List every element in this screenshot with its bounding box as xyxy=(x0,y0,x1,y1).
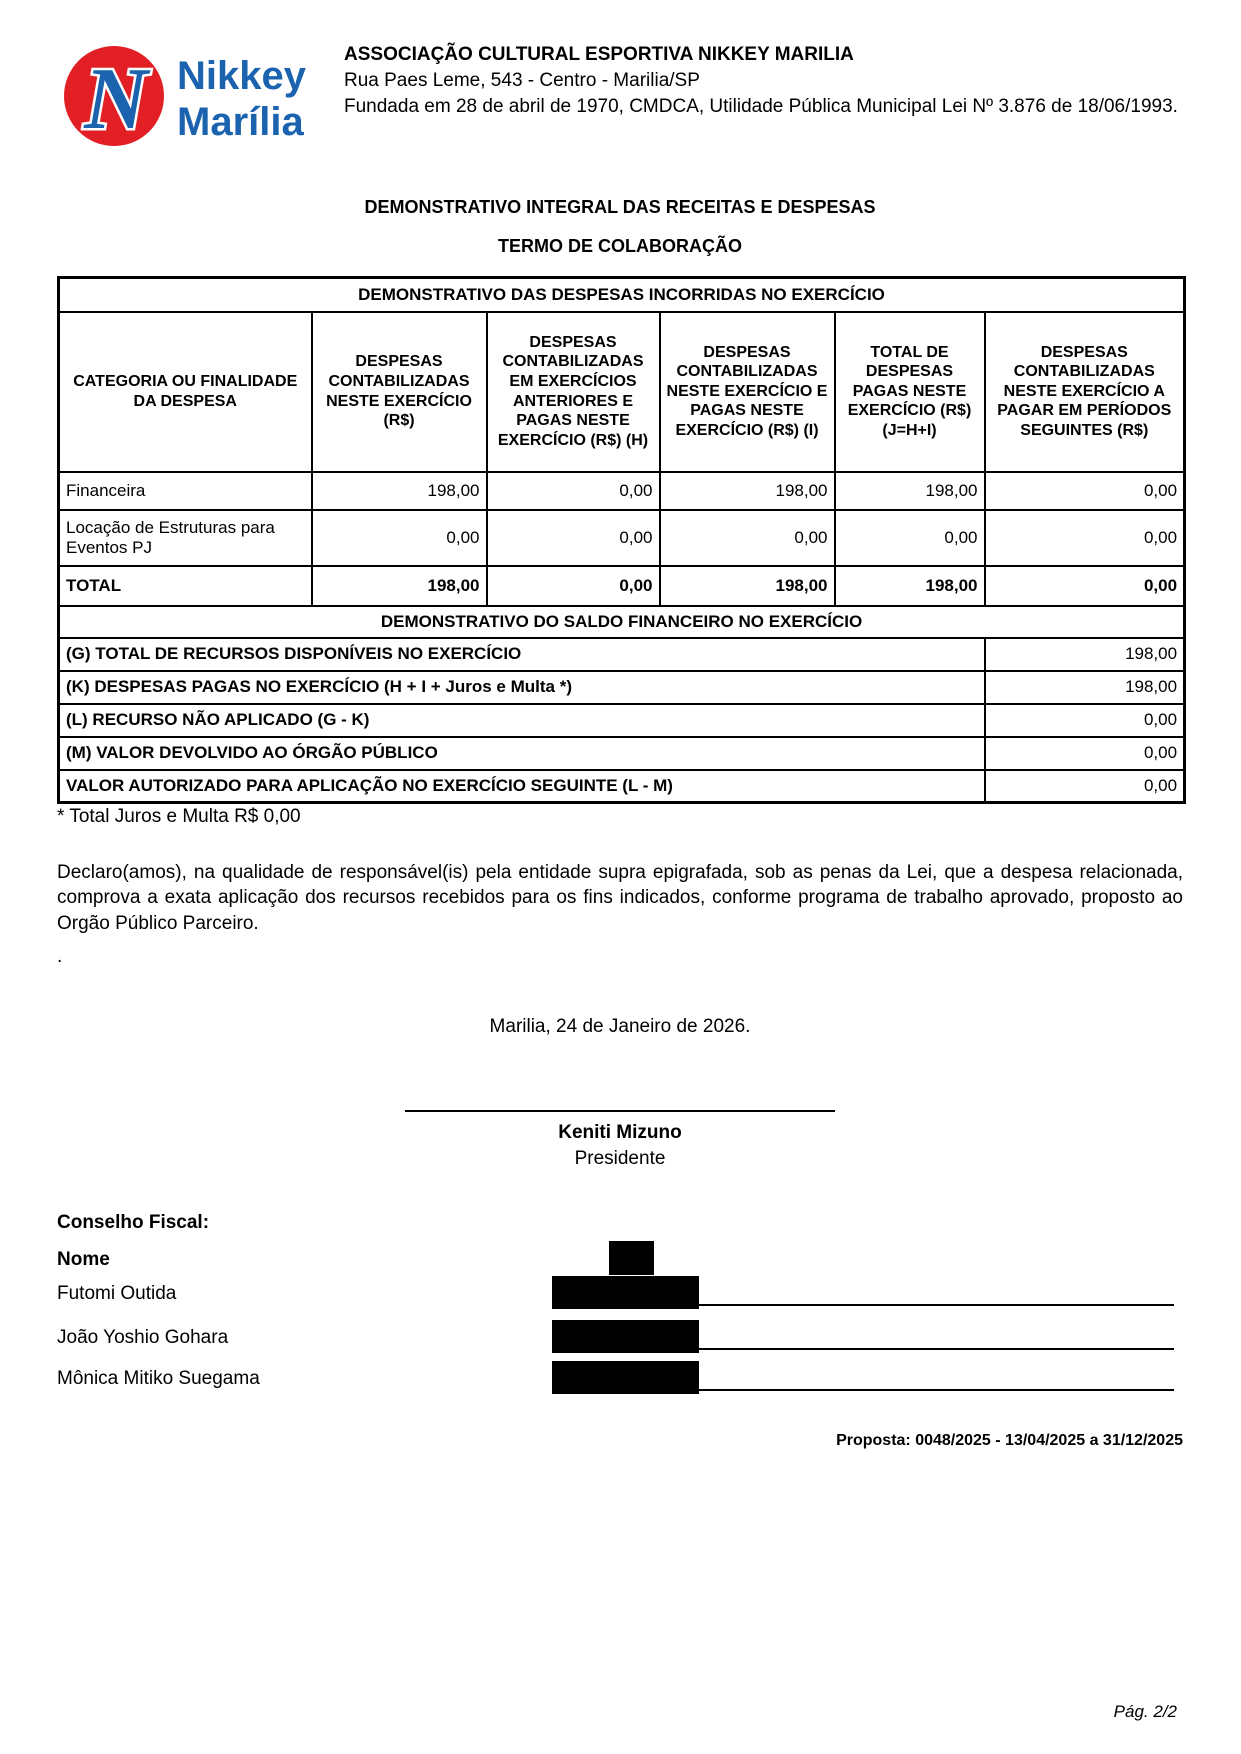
council-member-name: Mônica Mitiko Suegama xyxy=(57,1368,260,1389)
paragraph-dot: . xyxy=(57,946,63,967)
juros-multa-footnote: * Total Juros e Multa R$ 0,00 xyxy=(57,806,301,827)
cell-value: 198,00 xyxy=(658,564,836,607)
col-header-neste-pagas: DESPESAS CONTABILIZADAS NESTE EXERCÍCIO … xyxy=(658,310,836,473)
balance-label: VALOR AUTORIZADO PARA APLICAÇÃO NO EXERC… xyxy=(57,768,986,804)
balance-row: (K) DESPESAS PAGAS NO EXERCÍCIO (H + I +… xyxy=(57,669,1186,705)
cell-value: 0,00 xyxy=(485,470,661,511)
balance-row: (L) RECURSO NÃO APLICADO (G - K) 0,00 xyxy=(57,702,1186,738)
logo-n-icon: N xyxy=(64,46,164,151)
document-subtitle: TERMO DE COLABORAÇÃO xyxy=(498,236,742,256)
org-address: Rua Paes Leme, 543 - Centro - Marilia/SP xyxy=(344,70,700,91)
member-signature-line xyxy=(687,1363,1174,1391)
president-signature-line xyxy=(405,1088,835,1112)
org-info: ASSOCIAÇÃO CULTURAL ESPORTIVA NIKKEY MAR… xyxy=(344,42,1184,120)
cell-value: 0,00 xyxy=(658,508,836,567)
cell-value: 0,00 xyxy=(983,564,1186,607)
letterhead: N Nikkey Marília ASSOCIAÇÃO CULTURAL ESP… xyxy=(57,36,1183,156)
balance-value: 198,00 xyxy=(983,636,1186,672)
balance-value: 0,00 xyxy=(983,768,1186,804)
president-name: Keniti Mizuno xyxy=(558,1122,682,1143)
council-member-name: Futomi Outida xyxy=(57,1283,177,1304)
total-label: TOTAL xyxy=(57,564,313,607)
cell-value: 0,00 xyxy=(310,508,488,567)
expenses-table: DEMONSTRATIVO DAS DESPESAS INCORRIDAS NO… xyxy=(57,276,1187,804)
page-number: Pág. 2/2 xyxy=(1113,1702,1177,1721)
cell-value: 198,00 xyxy=(310,564,488,607)
date-line: Marilia, 24 de Janeiro de 2026. xyxy=(489,1016,751,1037)
col-header-total-pagas: TOTAL DE DESPESAS PAGAS NESTE EXERCÍCIO … xyxy=(833,310,986,473)
balance-label: (M) VALOR DEVOLVIDO AO ÓRGÃO PÚBLICO xyxy=(57,735,986,771)
nikkey-marilia-logo: N Nikkey Marília xyxy=(59,38,339,153)
cell-value: 0,00 xyxy=(485,508,661,567)
cell-value: 0,00 xyxy=(833,508,986,567)
column-header-row: CATEGORIA OU FINALIDADE DA DESPESA DESPE… xyxy=(57,310,1186,473)
col-header-anteriores-pagas: DESPESAS CONTABILIZADAS EM EXERCÍCIOS AN… xyxy=(485,310,661,473)
fiscal-council-section: Conselho Fiscal: Nome Futomi Outida João… xyxy=(57,1212,1183,1412)
org-name: ASSOCIAÇÃO CULTURAL ESPORTIVA NIKKEY MAR… xyxy=(344,44,854,65)
president-role: Presidente xyxy=(574,1148,666,1169)
svg-text:N: N xyxy=(83,51,151,148)
proposal-reference: Proposta: 0048/2025 - 13/04/2025 a 31/12… xyxy=(836,1432,1183,1449)
balance-row: (M) VALOR DEVOLVIDO AO ÓRGÃO PÚBLICO 0,0… xyxy=(57,735,1186,771)
total-row: TOTAL 198,00 0,00 198,00 198,00 0,00 xyxy=(57,564,1186,607)
col-header-categoria: CATEGORIA OU FINALIDADE DA DESPESA xyxy=(57,310,313,473)
balance-row: VALOR AUTORIZADO PARA APLICAÇÃO NO EXERC… xyxy=(57,768,1186,804)
cell-value: 198,00 xyxy=(833,470,986,511)
balance-label: (G) TOTAL DE RECURSOS DISPONÍVEIS NO EXE… xyxy=(57,636,986,672)
balance-label: (K) DESPESAS PAGAS NO EXERCÍCIO (H + I +… xyxy=(57,669,986,705)
cell-value: 198,00 xyxy=(658,470,836,511)
table-row: Financeira 198,00 0,00 198,00 198,00 0,0… xyxy=(57,470,1186,511)
council-title: Conselho Fiscal: xyxy=(57,1212,210,1233)
balance-value: 0,00 xyxy=(983,702,1186,738)
declaration-paragraph: Declaro(amos), na qualidade de responsáv… xyxy=(57,862,1183,934)
logo-word-nikkey: Nikkey xyxy=(177,54,306,98)
row-label: Locação de Estruturas para Eventos PJ xyxy=(57,508,313,567)
cell-value: 198,00 xyxy=(833,564,986,607)
table-row: Locação de Estruturas para Eventos PJ 0,… xyxy=(57,508,1186,567)
council-name-header: Nome xyxy=(57,1249,110,1270)
redaction-box xyxy=(552,1320,699,1353)
redaction-box xyxy=(552,1361,699,1394)
council-member-row: Futomi Outida xyxy=(57,1276,1183,1312)
org-founding: Fundada em 28 de abril de 1970, CMDCA, U… xyxy=(344,96,1178,117)
balance-value: 0,00 xyxy=(983,735,1186,771)
redaction-box-small xyxy=(609,1241,654,1275)
col-header-contabilizadas-neste: DESPESAS CONTABILIZADAS NESTE EXERCÍCIO … xyxy=(310,310,488,473)
document-content: N Nikkey Marília ASSOCIAÇÃO CULTURAL ESP… xyxy=(57,0,1187,1754)
balance-value: 198,00 xyxy=(983,669,1186,705)
cell-value: 0,00 xyxy=(485,564,661,607)
balance-section-title: DEMONSTRATIVO DO SALDO FINANCEIRO NO EXE… xyxy=(57,604,1186,639)
cell-value: 0,00 xyxy=(983,470,1186,511)
council-member-row: Mônica Mitiko Suegama xyxy=(57,1361,1183,1397)
council-member-name: João Yoshio Gohara xyxy=(57,1327,229,1348)
cell-value: 0,00 xyxy=(983,508,1186,567)
logo-word-marilia: Marília xyxy=(177,100,304,144)
member-signature-line xyxy=(687,1322,1174,1350)
document-title: DEMONSTRATIVO INTEGRAL DAS RECEITAS E DE… xyxy=(364,197,876,217)
council-member-row: João Yoshio Gohara xyxy=(57,1320,1183,1356)
redaction-box xyxy=(552,1276,699,1309)
balance-label: (L) RECURSO NÃO APLICADO (G - K) xyxy=(57,702,986,738)
col-header-a-pagar: DESPESAS CONTABILIZADAS NESTE EXERCÍCIO … xyxy=(983,310,1186,473)
member-signature-line xyxy=(687,1278,1174,1306)
row-label: Financeira xyxy=(57,470,313,511)
balance-row: (G) TOTAL DE RECURSOS DISPONÍVEIS NO EXE… xyxy=(57,636,1186,672)
cell-value: 198,00 xyxy=(310,470,488,511)
expenses-section-title: DEMONSTRATIVO DAS DESPESAS INCORRIDAS NO… xyxy=(57,276,1186,313)
